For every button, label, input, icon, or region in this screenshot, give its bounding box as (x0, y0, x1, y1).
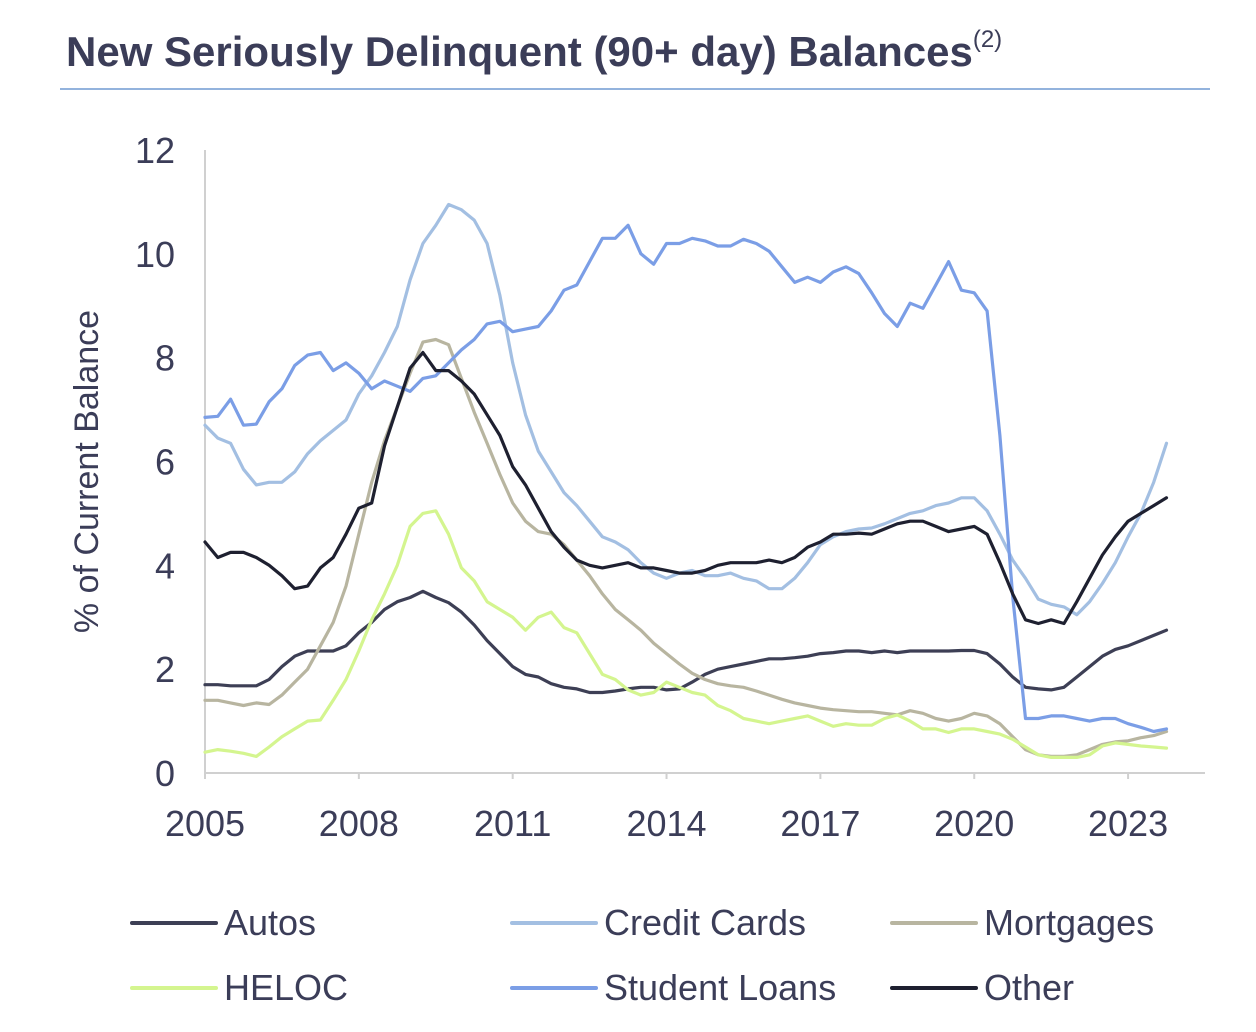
legend-label: HELOC (224, 967, 349, 1008)
series-line-credit-cards (203, 202, 1169, 617)
chart-title: New Seriously Delinquent (90+ day) Balan… (66, 14, 1216, 82)
legend-item-mortgages: Mortgages (890, 902, 1154, 944)
y-tick-label: 12 (135, 130, 175, 171)
y-tick-label: 2 (155, 649, 175, 690)
legend-label: Student Loans (604, 967, 837, 1008)
x-tick-label: 2023 (1088, 803, 1168, 844)
footnote-marker: (2) (972, 26, 1003, 53)
legend-label: Mortgages (984, 902, 1155, 943)
y-tick-label: 0 (155, 753, 175, 794)
legend-swatch (890, 986, 978, 990)
y-tick-label: 8 (155, 338, 175, 379)
series-line-mortgages (203, 337, 1169, 759)
legend-label: Autos (224, 902, 317, 943)
legend-swatch (890, 921, 978, 925)
legend-swatch (510, 986, 598, 990)
x-tick-label: 2020 (934, 803, 1014, 844)
legend-item-student-loans: Student Loans (510, 967, 836, 1009)
x-tick-label: 2011 (474, 803, 551, 844)
y-tick-label: 10 (135, 234, 175, 275)
title-divider (60, 88, 1210, 90)
legend-label: Credit Cards (604, 902, 807, 943)
series-line-student-loans (203, 223, 1169, 734)
legend-item-autos: Autos (130, 902, 316, 944)
chart-title-text: New Seriously Delinquent (90+ day) Balan… (66, 28, 973, 75)
series-line-other (203, 350, 1169, 626)
legend-item-credit-cards: Credit Cards (510, 902, 806, 944)
legend-item-heloc: HELOC (130, 967, 348, 1009)
series-line-autos (203, 589, 1169, 695)
x-tick-label: 2008 (319, 803, 399, 844)
y-axis-label: % of Current Balance (68, 310, 106, 633)
legend-swatch (130, 986, 218, 990)
x-tick-label: 2017 (780, 803, 860, 844)
series-line-heloc (203, 509, 1169, 760)
legend-item-other: Other (890, 967, 1074, 1009)
y-tick-label: 4 (155, 545, 175, 586)
x-tick-label: 2014 (626, 803, 706, 844)
y-tick-label: 6 (155, 442, 175, 483)
x-tick-label: 2005 (165, 803, 245, 844)
legend-swatch (130, 921, 218, 925)
legend-label: Other (984, 967, 1075, 1008)
legend-swatch (510, 921, 598, 925)
